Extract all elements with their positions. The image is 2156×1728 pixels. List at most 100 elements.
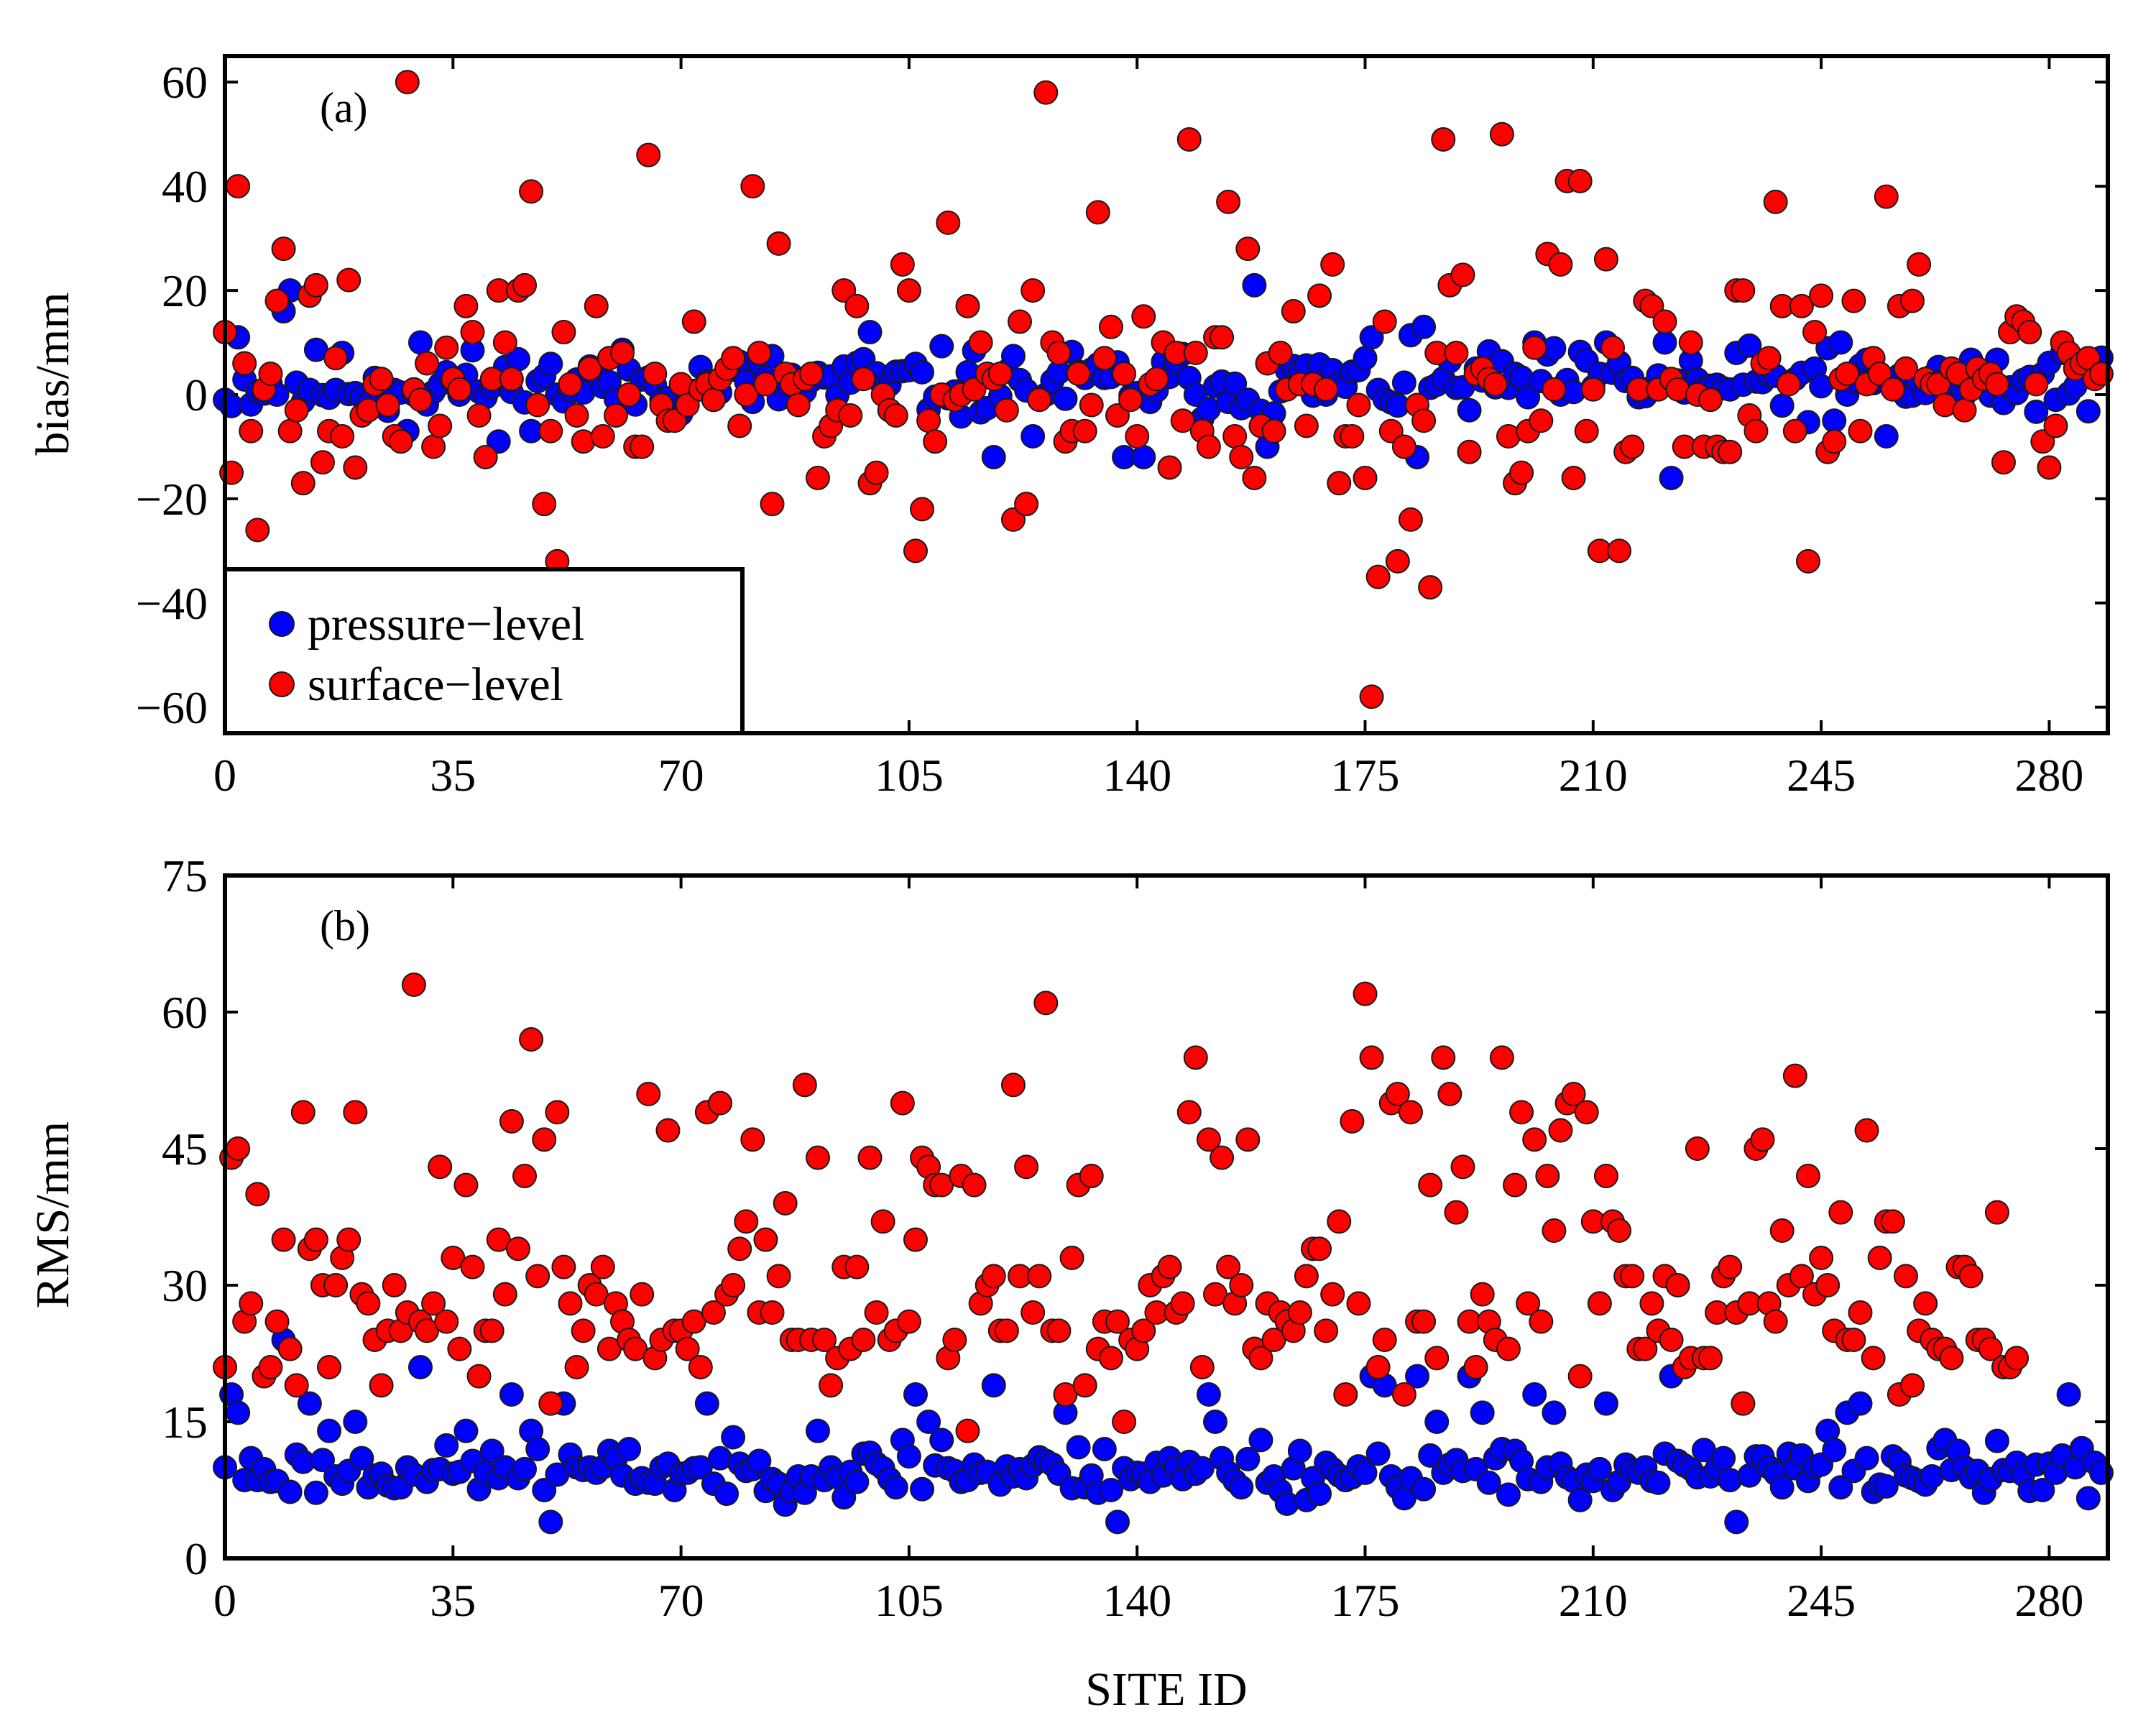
point-surface-level: [864, 1300, 889, 1325]
y-tick-label: 45: [162, 1123, 208, 1175]
legend-marker-surface: [269, 671, 295, 697]
point-pressure-level: [1828, 1475, 1853, 1500]
point-surface-level: [636, 142, 661, 167]
point-surface-level: [1489, 121, 1514, 147]
point-surface-level: [1327, 1209, 1352, 1234]
y-tick-label: 75: [162, 850, 208, 901]
point-surface-level: [1418, 575, 1443, 600]
point-surface-level: [525, 392, 550, 418]
point-surface-level: [245, 1182, 270, 1207]
point-surface-level: [1072, 1373, 1097, 1398]
point-surface-level: [1697, 1346, 1723, 1371]
point-surface-level: [1522, 335, 1547, 360]
point-surface-level: [1841, 288, 1866, 313]
point-surface-level: [343, 1100, 368, 1125]
point-surface-level: [1098, 1346, 1123, 1371]
point-surface-level: [831, 278, 857, 303]
point-surface-level: [1079, 392, 1104, 418]
point-pressure-level: [1021, 423, 1046, 449]
point-surface-level: [356, 1291, 381, 1316]
point-surface-level: [1867, 362, 1892, 387]
point-surface-level: [434, 335, 459, 360]
point-surface-level: [701, 1300, 726, 1325]
point-surface-level: [590, 1254, 615, 1279]
point-surface-level: [460, 320, 485, 345]
point-surface-level: [1365, 564, 1391, 589]
point-surface-level: [1939, 1346, 1964, 1371]
point-surface-level: [558, 1291, 583, 1316]
point-surface-level: [447, 1336, 472, 1361]
point-surface-level: [1353, 465, 1378, 490]
point-pressure-level: [981, 1373, 1006, 1398]
point-surface-level: [994, 1318, 1019, 1343]
point-pressure-level: [538, 351, 563, 377]
point-pressure-level: [2024, 399, 2049, 424]
point-pressure-level: [1828, 330, 1853, 355]
point-surface-level: [1327, 471, 1352, 496]
point-surface-level: [1718, 1254, 1743, 1279]
point-pressure-level: [1287, 1438, 1312, 1463]
point-surface-level: [1652, 309, 1677, 334]
point-surface-level: [1731, 1391, 1756, 1416]
point-surface-level: [1470, 1282, 1495, 1307]
point-surface-level: [303, 272, 328, 298]
point-surface-level: [401, 973, 426, 997]
point-surface-level: [1307, 283, 1332, 308]
point-surface-level: [1848, 418, 1873, 444]
point-surface-level: [505, 1236, 530, 1261]
point-surface-level: [721, 1273, 746, 1297]
x-tick-label: 280: [2014, 750, 2083, 801]
point-surface-level: [1033, 991, 1059, 1016]
point-surface-level: [1131, 1318, 1156, 1343]
point-pressure-level: [1542, 1400, 1567, 1425]
y-tick-label: 60: [162, 987, 208, 1038]
point-surface-level: [1815, 1273, 1841, 1297]
point-surface-level: [1125, 423, 1150, 449]
point-surface-level: [1444, 1200, 1469, 1225]
point-pressure-level: [317, 1418, 342, 1443]
point-pressure-level: [844, 1469, 870, 1494]
point-surface-level: [1900, 288, 1925, 313]
point-surface-level: [1222, 423, 1248, 449]
point-pressure-level: [1711, 1446, 1736, 1471]
point-pressure-level: [303, 1480, 328, 1505]
point-pressure-level: [929, 334, 954, 359]
point-pressure-level: [1196, 1382, 1221, 1407]
x-tick-label: 140: [1102, 1575, 1171, 1626]
point-surface-level: [1131, 304, 1156, 329]
point-surface-level: [1763, 1309, 1788, 1334]
point-surface-level: [499, 367, 524, 392]
point-surface-level: [805, 465, 830, 490]
point-surface-level: [1587, 1291, 1612, 1316]
point-surface-level: [1535, 1164, 1560, 1188]
point-surface-level: [844, 293, 870, 318]
point-surface-level: [1457, 439, 1482, 464]
point-surface-level: [903, 1227, 928, 1252]
point-pressure-level: [1405, 1364, 1430, 1389]
point-surface-level: [1268, 341, 1293, 366]
point-surface-level: [630, 1282, 655, 1307]
point-pressure-level: [2030, 1478, 2055, 1502]
point-surface-level: [479, 1318, 505, 1343]
point-pressure-level: [1522, 1382, 1547, 1407]
point-surface-level: [1789, 293, 1814, 318]
point-pressure-level: [1365, 1441, 1391, 1466]
point-pressure-level: [1822, 408, 1847, 433]
point-surface-level: [1359, 684, 1384, 709]
point-surface-level: [1021, 1300, 1046, 1325]
point-surface-level: [1450, 262, 1475, 288]
point-surface-level: [245, 518, 270, 543]
point-surface-level: [532, 1127, 557, 1152]
point-pressure-level: [981, 444, 1006, 469]
point-surface-level: [655, 1118, 681, 1143]
point-surface-level: [1809, 283, 1834, 308]
point-surface-level: [701, 387, 726, 413]
point-pressure-level: [1769, 393, 1795, 418]
point-surface-level: [1027, 387, 1052, 413]
point-pressure-level: [2076, 399, 2101, 424]
point-surface-level: [1157, 1254, 1182, 1279]
point-surface-level: [857, 1145, 883, 1170]
point-surface-level: [1294, 413, 1319, 438]
point-surface-level: [1633, 1336, 1658, 1361]
point-surface-level: [1769, 1218, 1795, 1243]
